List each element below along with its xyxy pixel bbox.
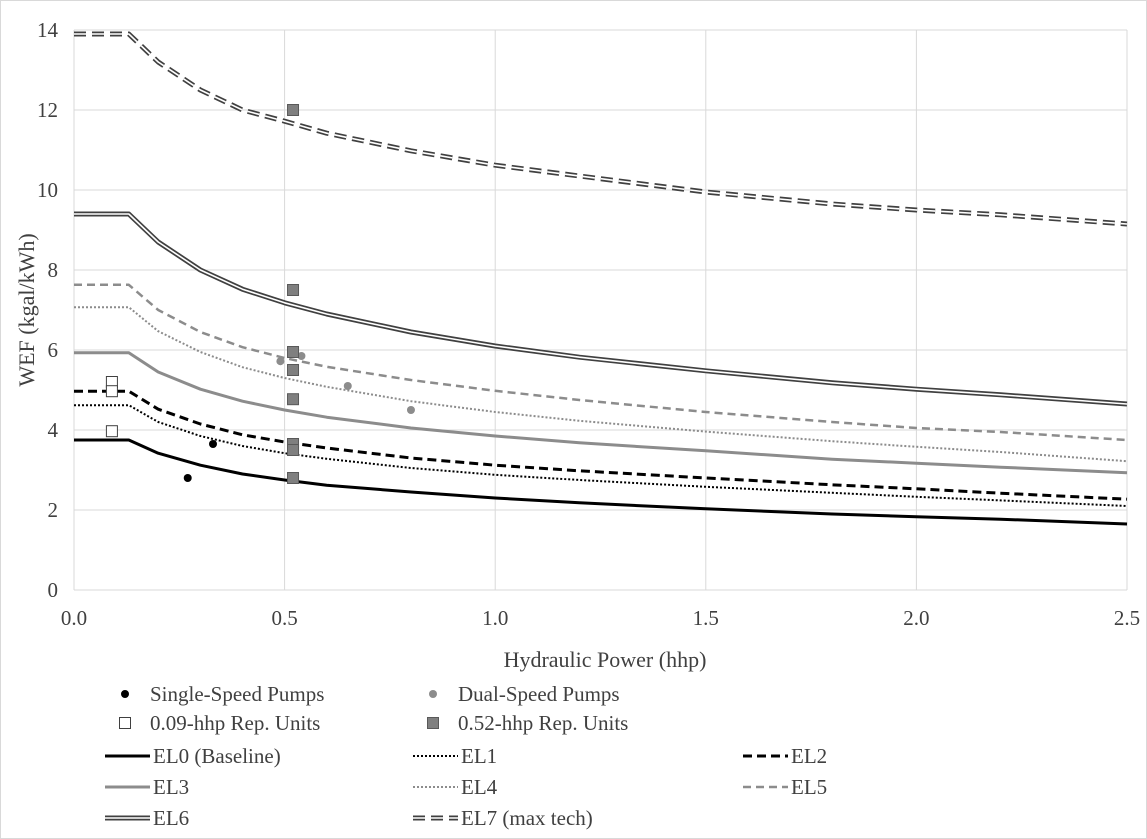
legend-label: EL3 <box>153 775 189 799</box>
x-tick-label: 1.5 <box>693 606 719 630</box>
series-line <box>74 404 1128 507</box>
y-tick-label: 14 <box>37 18 59 42</box>
y-tick-label: 8 <box>48 258 59 282</box>
series-line-inner <box>74 33 1128 225</box>
series-lines <box>74 31 1128 526</box>
legend-label: EL6 <box>153 806 189 830</box>
scatter-point <box>183 474 192 482</box>
y-axis-title: WEF (kgal/kWh) <box>14 233 39 386</box>
x-tick-label: 0.5 <box>271 606 297 630</box>
scatter-point <box>343 382 352 390</box>
scatter-point <box>287 346 300 358</box>
y-tick-label: 12 <box>37 98 58 122</box>
legend-label: EL4 <box>461 775 498 799</box>
y-tick-label: 10 <box>37 178 58 202</box>
y-tick-label: 2 <box>48 498 59 522</box>
series-line <box>74 438 1128 526</box>
scatter-point <box>287 444 300 456</box>
scatter-points <box>105 104 415 484</box>
legend-label: 0.52-hhp Rep. Units <box>458 711 628 735</box>
legend-label: EL1 <box>461 744 497 768</box>
y-tick-label: 0 <box>48 578 59 602</box>
legend-label: 0.09-hhp Rep. Units <box>150 711 320 735</box>
tick-labels: 0 2 4 6 8 10 12 14 0.0 0.5 1.0 1.5 2.0 2.5 <box>37 18 1140 630</box>
series-line-inner <box>74 213 1128 405</box>
x-tick-label: 0.0 <box>61 606 87 630</box>
legend-label: EL0 (Baseline) <box>153 744 281 768</box>
scatter-point <box>287 104 300 116</box>
series-line <box>74 389 1128 501</box>
legend-label: EL2 <box>791 744 827 768</box>
legend-label: Dual-Speed Pumps <box>458 682 620 706</box>
x-axis-title: Hydraulic Power (hhp) <box>504 647 707 672</box>
scatter-point <box>297 352 306 360</box>
series-line <box>74 283 1128 442</box>
scatter-point <box>276 357 285 366</box>
legend: Single-Speed Pumps Dual-Speed Pumps 0.09-h… <box>105 682 827 830</box>
y-tick-label: 4 <box>48 418 59 442</box>
legend-marker <box>119 717 131 729</box>
scatter-point <box>287 393 300 406</box>
scatter-point <box>208 440 217 448</box>
scatter-point <box>406 406 415 414</box>
legend-label: Single-Speed Pumps <box>150 682 324 706</box>
scatter-point <box>105 385 118 398</box>
x-tick-label: 1.0 <box>482 606 508 630</box>
y-tick-label: 6 <box>48 338 59 362</box>
legend-marker <box>427 717 439 729</box>
series-line <box>74 306 1128 463</box>
scatter-point <box>287 364 300 376</box>
scatter-point <box>287 284 300 296</box>
series-line <box>74 351 1128 475</box>
scatter-point <box>287 472 300 484</box>
x-tick-label: 2.0 <box>903 606 929 630</box>
legend-label: EL5 <box>791 775 827 799</box>
legend-marker <box>429 690 437 698</box>
legend-label: EL7 (max tech) <box>461 806 593 830</box>
legend-marker <box>121 690 129 698</box>
scatter-point <box>105 425 118 438</box>
x-tick-label: 2.5 <box>1114 606 1140 630</box>
